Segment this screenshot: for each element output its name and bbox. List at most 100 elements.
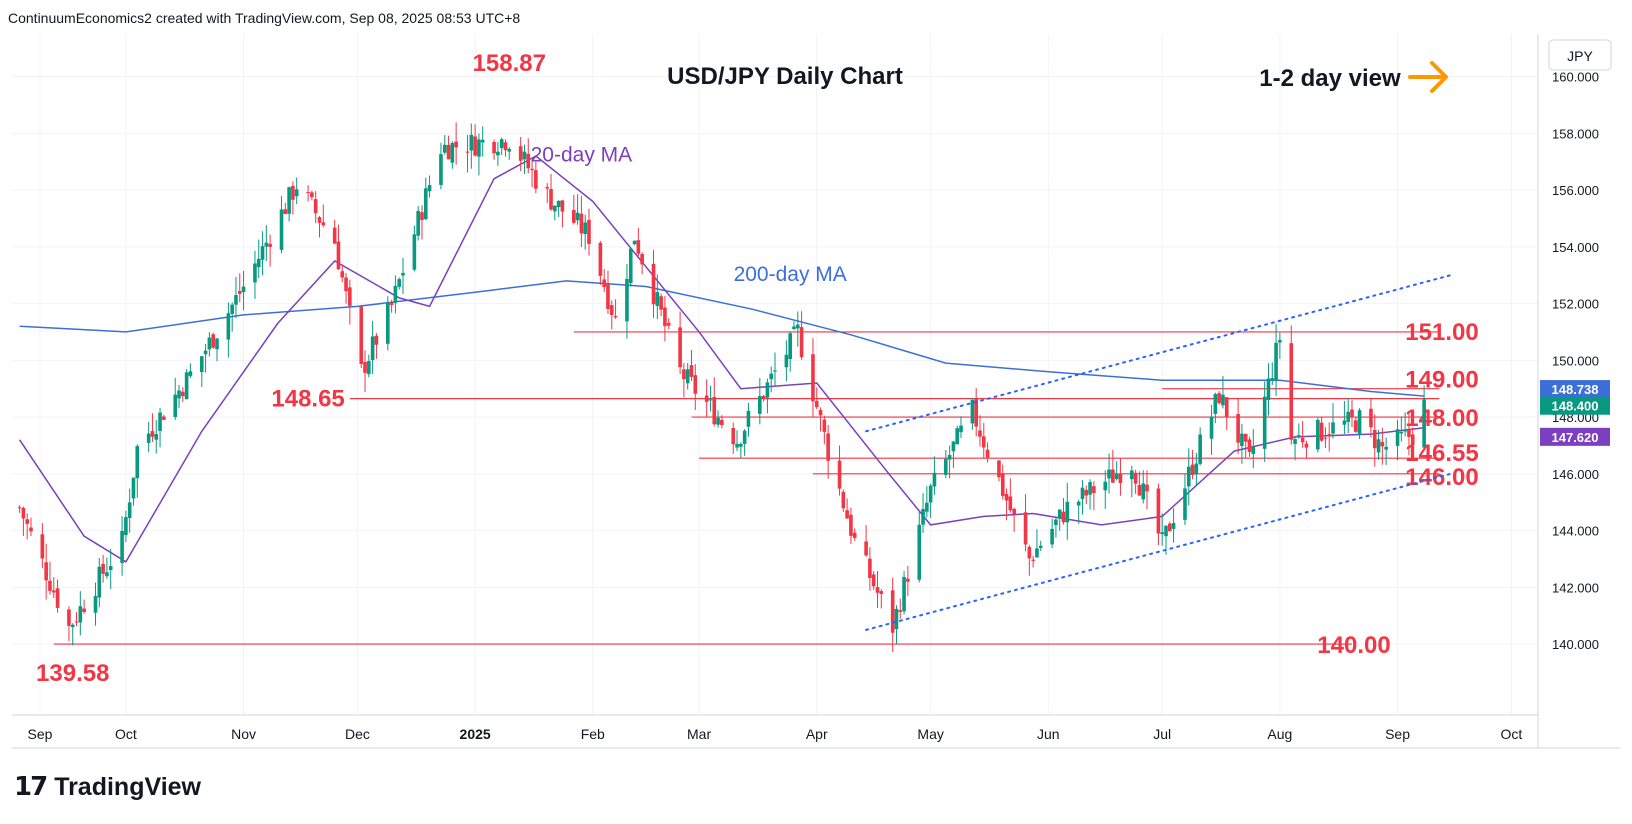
- candle-body: [981, 436, 986, 448]
- candle-down: [82, 599, 86, 614]
- candle-up: [1384, 437, 1388, 466]
- candle-down: [446, 135, 451, 160]
- candle-body: [260, 246, 265, 260]
- candle-body: [317, 217, 322, 223]
- candle-body: [1342, 420, 1347, 425]
- x-tick-label: Sep: [28, 726, 53, 742]
- candle-body: [769, 373, 774, 380]
- candle-up: [955, 425, 960, 445]
- candle-down: [841, 489, 846, 512]
- candle-body: [1217, 393, 1221, 404]
- candle-body: [682, 369, 686, 380]
- annotation-label: 139.58: [36, 660, 109, 687]
- price-axis[interactable]: 140.000142.000144.000146.000148.000150.0…: [1552, 70, 1599, 653]
- candle-up: [1395, 419, 1400, 461]
- candle-down: [306, 185, 310, 202]
- candle-down: [1327, 422, 1332, 452]
- candle-body: [177, 390, 181, 399]
- candle-down: [150, 413, 155, 443]
- candle-up: [758, 377, 762, 425]
- candle-down: [811, 338, 815, 418]
- candle-up: [1357, 408, 1362, 440]
- x-tick-label: Apr: [806, 726, 828, 742]
- candle-up: [416, 205, 420, 241]
- candle-up: [1331, 403, 1335, 439]
- candle-up: [792, 321, 796, 331]
- price-tag: 148.400: [1540, 396, 1610, 415]
- candle-body: [211, 334, 215, 348]
- candle-down: [317, 215, 322, 238]
- candle-body: [1088, 482, 1092, 495]
- candle-body: [359, 306, 364, 364]
- x-tick-label: Mar: [687, 726, 711, 742]
- candle-body: [651, 263, 656, 305]
- candle-down: [1145, 470, 1149, 510]
- candle-up: [1198, 427, 1202, 466]
- candle-body: [158, 412, 162, 431]
- candle-body: [367, 361, 371, 375]
- candle-down: [613, 299, 618, 320]
- candle-up: [423, 177, 428, 221]
- time-axis[interactable]: Sep Oct Nov Dec 2025 Feb Mar Apr May Jun Jul Aug Sep…: [28, 726, 1523, 742]
- candle-down: [473, 124, 477, 157]
- candle-down: [1300, 421, 1305, 448]
- candle-body: [689, 365, 694, 377]
- candle-body: [496, 151, 500, 156]
- candle-down: [1323, 427, 1328, 449]
- candle-down: [101, 554, 105, 583]
- candle-up: [1209, 404, 1214, 455]
- price-axis-labels: 148.738 148.400 147.620: [1540, 380, 1610, 446]
- candle-up: [655, 274, 660, 320]
- candle-up: [1240, 424, 1244, 464]
- candle-body: [1145, 484, 1149, 492]
- candle-up: [522, 144, 527, 175]
- candle-body: [739, 443, 743, 447]
- currency-button[interactable]: JPY: [1548, 39, 1612, 71]
- candle-up: [412, 225, 417, 272]
- candle-down: [1190, 449, 1195, 480]
- level-label: 151.00: [1405, 319, 1478, 346]
- candle-body: [1031, 559, 1035, 561]
- candle-body: [389, 302, 394, 305]
- candle-body: [720, 419, 724, 426]
- candle-up: [279, 196, 284, 254]
- candle-up: [439, 142, 443, 190]
- candle-up: [496, 141, 500, 166]
- x-tick-label: 2025: [460, 726, 491, 742]
- candle-body: [1156, 488, 1161, 534]
- candle-up: [1297, 423, 1301, 439]
- candle-up: [1186, 448, 1191, 506]
- candle-down: [1289, 325, 1294, 445]
- candle-body: [420, 212, 424, 221]
- candle-body: [1384, 446, 1388, 450]
- candle-down: [374, 333, 379, 359]
- candle-body: [21, 508, 26, 519]
- candle-body: [902, 576, 906, 612]
- x-tick-label: Nov: [231, 726, 256, 742]
- candle-body: [1133, 472, 1138, 484]
- candle-up: [203, 343, 208, 373]
- candle-body: [67, 609, 71, 626]
- candle-down: [545, 183, 550, 204]
- candle-body: [955, 428, 960, 445]
- candle-body: [925, 502, 929, 512]
- candle-body: [959, 425, 963, 433]
- candle-up: [1194, 452, 1199, 486]
- candle-down: [1027, 544, 1032, 576]
- tradingview-logo[interactable]: 17 TradingView: [14, 772, 201, 802]
- moving-averages: [18, 155, 1425, 563]
- candle-body: [708, 399, 713, 401]
- candle-up: [784, 340, 789, 382]
- candle-body: [469, 134, 474, 151]
- candle-body: [184, 372, 189, 400]
- candle-body: [1353, 420, 1358, 432]
- candle-up: [902, 571, 906, 615]
- candle-body: [575, 212, 580, 221]
- candle-up: [131, 477, 136, 506]
- candle-body: [837, 460, 842, 489]
- candle-body: [78, 606, 83, 623]
- candle-body: [640, 254, 644, 265]
- candle-down: [1380, 427, 1385, 465]
- candle-up: [944, 449, 948, 479]
- price-tag-bg: [1540, 380, 1610, 399]
